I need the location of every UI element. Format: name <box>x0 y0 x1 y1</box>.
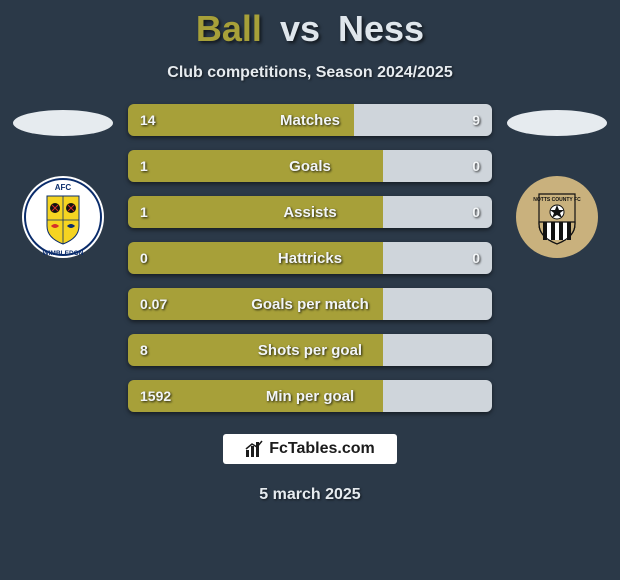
stat-row: Goals per match0.07 <box>128 288 492 320</box>
left-ellipse <box>13 110 113 136</box>
stat-row: Hattricks00 <box>128 242 492 274</box>
left-side: AFC WIMBLEDON <box>8 104 118 258</box>
stat-bar-left <box>128 104 354 136</box>
stat-bar-left <box>128 196 383 228</box>
stat-bar-right <box>383 242 492 274</box>
svg-text:WIMBLEDON: WIMBLEDON <box>43 250 84 257</box>
stat-bar-right <box>383 380 492 412</box>
stat-row: Matches149 <box>128 104 492 136</box>
stat-bar-right <box>383 288 492 320</box>
stat-bar-left <box>128 288 383 320</box>
brand-badge: FcTables.com <box>223 434 397 464</box>
comparison-panel: AFC WIMBLEDON Matches149 Goals10 Assists10… <box>0 104 620 412</box>
right-side: NOTTS COUNTY FC <box>502 104 612 258</box>
right-ellipse <box>507 110 607 136</box>
right-club-crest: NOTTS COUNTY FC <box>516 176 598 258</box>
player-right-name: Ness <box>338 8 424 49</box>
date-text: 5 march 2025 <box>259 486 360 504</box>
stat-row: Min per goal1592 <box>128 380 492 412</box>
subtitle: Club competitions, Season 2024/2025 <box>167 64 452 82</box>
stat-bar-right <box>383 334 492 366</box>
vs-text: vs <box>280 8 320 49</box>
stat-bar-left <box>128 242 383 274</box>
notts-county-crest-icon: NOTTS COUNTY FC <box>516 176 598 258</box>
stat-bar-left <box>128 380 383 412</box>
afc-wimbledon-crest-icon: AFC WIMBLEDON <box>22 176 104 258</box>
stat-bar-left <box>128 150 383 182</box>
stat-bar-right <box>383 150 492 182</box>
stat-bar-left <box>128 334 383 366</box>
stat-bars: Matches149 Goals10 Assists10 Hattricks00 Goa… <box>118 104 502 412</box>
page-title: Ball vs Ness <box>196 8 424 50</box>
brand-text: FcTables.com <box>269 440 375 458</box>
svg-text:AFC: AFC <box>55 183 72 192</box>
player-left-name: Ball <box>196 8 262 49</box>
stat-bar-right <box>383 196 492 228</box>
left-club-crest: AFC WIMBLEDON <box>22 176 104 258</box>
stat-row: Goals10 <box>128 150 492 182</box>
chart-icon <box>245 440 263 458</box>
stat-bar-right <box>354 104 492 136</box>
stat-row: Shots per goal8 <box>128 334 492 366</box>
svg-text:NOTTS COUNTY FC: NOTTS COUNTY FC <box>533 197 581 203</box>
stat-row: Assists10 <box>128 196 492 228</box>
